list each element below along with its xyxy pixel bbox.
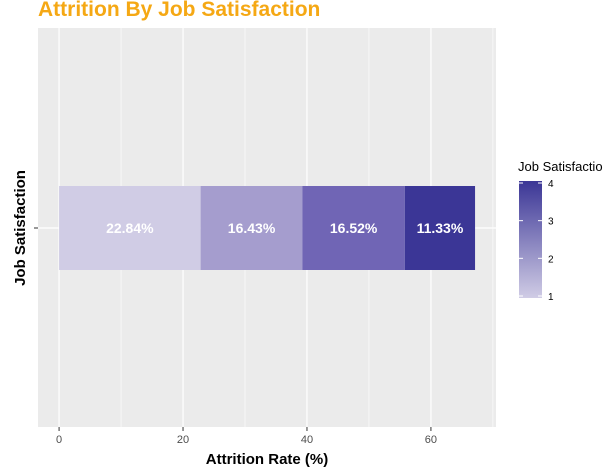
data-labels: 22.84% 16.43% 16.52% 11.33% — [106, 220, 464, 236]
legend-colorbar — [519, 181, 542, 298]
bar-segment-level-3 — [302, 186, 405, 270]
data-label: 16.43% — [228, 220, 276, 236]
y-axis-title: Job Satisfaction — [12, 170, 29, 286]
legend-ticks: 1 2 3 4 — [519, 179, 554, 303]
x-axis-ticks: 0 20 40 60 — [56, 427, 437, 446]
x-tick-label: 0 — [56, 434, 62, 446]
data-label: 11.33% — [417, 220, 464, 236]
x-tick-label: 60 — [425, 434, 437, 446]
x-tick-label: 40 — [301, 434, 313, 446]
bars — [59, 186, 476, 270]
chart-title: Attrition By Job Satisfaction — [38, 0, 320, 21]
data-label: 16.52% — [330, 220, 378, 236]
bar-segment-level-4 — [404, 186, 476, 270]
bar-segment-level-1 — [59, 186, 201, 270]
legend-title: Job Satisfaction — [518, 159, 603, 174]
x-tick-label: 20 — [177, 434, 189, 446]
x-axis-title: Attrition Rate (%) — [206, 451, 329, 468]
legend-tick-label: 4 — [548, 179, 554, 190]
legend-tick-label: 2 — [548, 254, 554, 265]
data-label: 22.84% — [106, 220, 154, 236]
legend-tick-label: 3 — [548, 217, 554, 228]
legend-tick-label: 1 — [548, 292, 554, 303]
legend: Job Satisfaction 1 2 3 4 — [518, 159, 603, 303]
bar-segment-level-2 — [200, 186, 303, 270]
